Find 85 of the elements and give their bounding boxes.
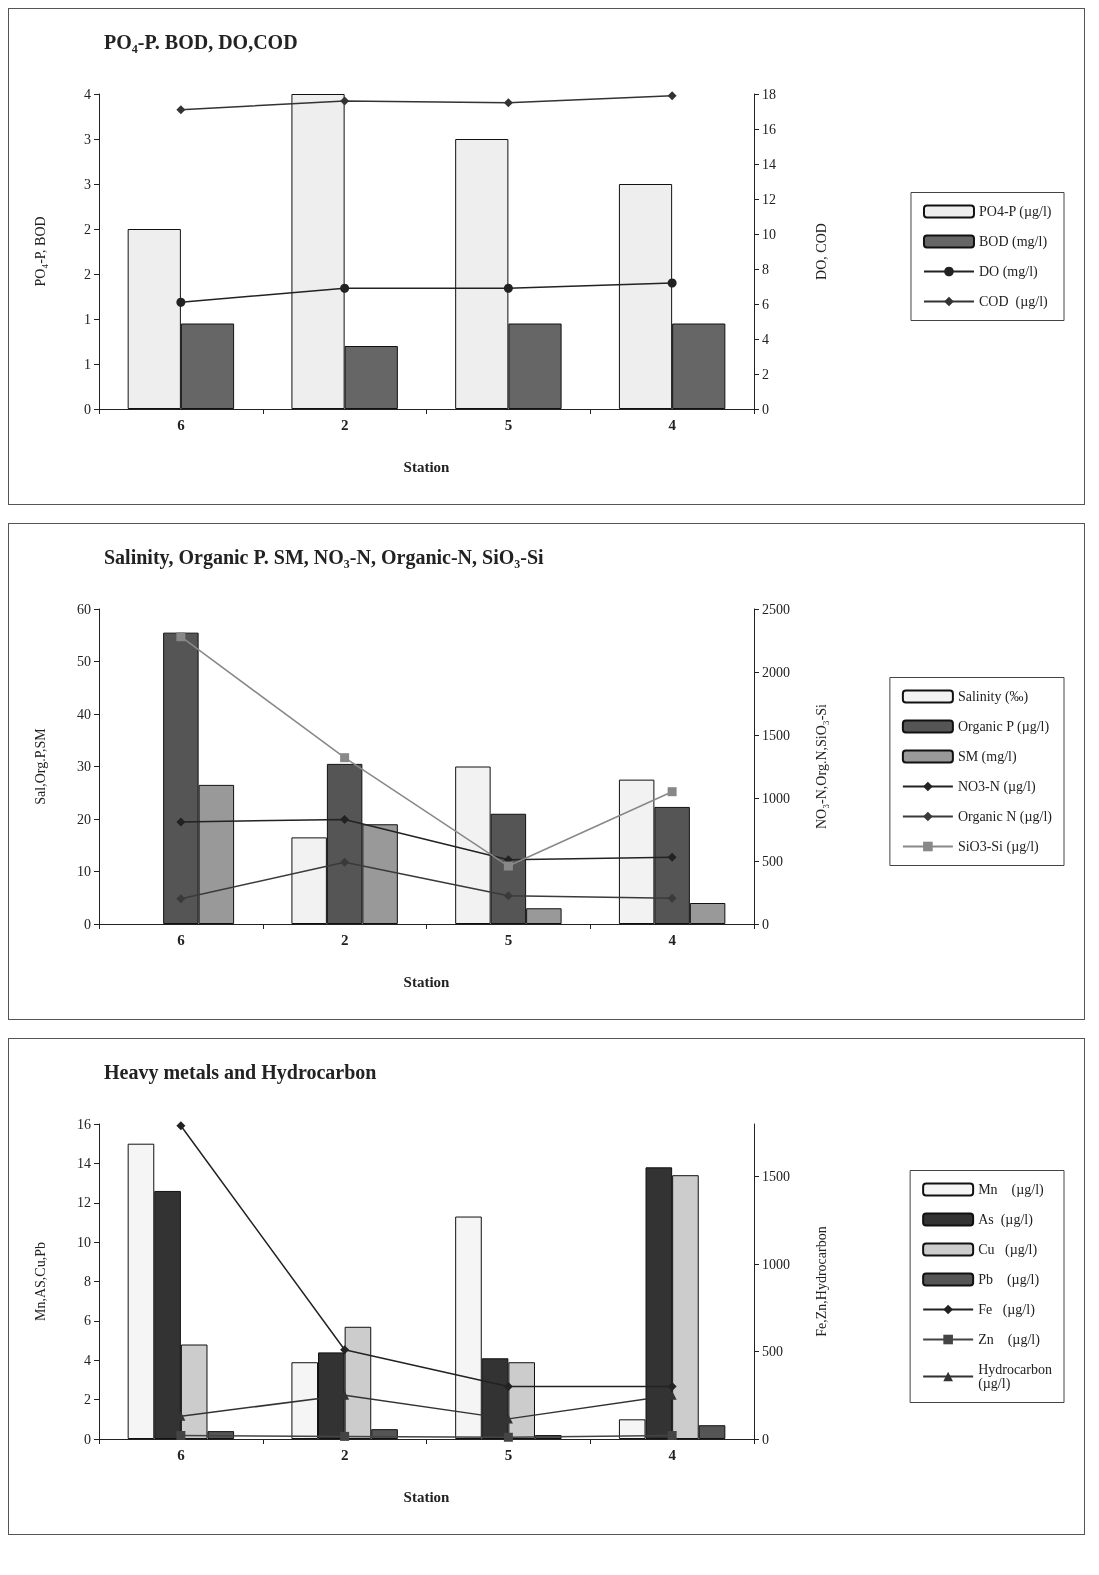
y-tick-label: 60 [77, 601, 91, 617]
chart-title: PO₄-P. BOD, DO,COD [104, 31, 298, 53]
y-tick-label: 3 [84, 176, 91, 192]
y2-tick-label: 2 [762, 366, 769, 382]
legend-label: As (µg/l) [978, 1212, 1034, 1228]
y-tick-label: 0 [84, 401, 91, 417]
y2-tick-label: 1500 [762, 1169, 790, 1184]
y2-tick-label: 12 [762, 191, 776, 207]
legend-label: Salinity (‰) [957, 689, 1029, 705]
y-axis-title: Sal,Org.P,SM [32, 727, 48, 805]
y-tick-label: 10 [77, 1234, 91, 1250]
y2-tick-label: 4 [762, 331, 769, 347]
y2-tick-label: 1000 [762, 790, 790, 806]
y2-tick-label: 10 [762, 226, 776, 242]
y2-tick-label: 1000 [762, 1256, 790, 1272]
legend-label: SiO3-Si (µg/l) [957, 839, 1040, 855]
chart-title: Salinity, Organic P. SM, NO₃-N, Organic-N, SiO₃-Si [104, 546, 545, 569]
y-tick-label: 4 [84, 86, 91, 102]
y2-tick-label: 0 [762, 401, 769, 417]
legend-label: BOD (mg/l) [978, 234, 1048, 250]
y2-tick-label: 500 [762, 853, 783, 869]
y-tick-label: 2 [84, 266, 91, 282]
y2-tick-label: 8 [762, 261, 769, 277]
y-axis-title: Mn,AS,Cu,Pb [32, 1242, 48, 1321]
x-tick-label: 5 [504, 1446, 513, 1463]
y2-tick-label: 1500 [762, 727, 790, 743]
x-tick-label: 4 [668, 1446, 677, 1463]
y-tick-label: 40 [77, 706, 91, 722]
x-axis-title: Station [403, 973, 451, 990]
y2-tick-label: 2000 [762, 664, 790, 680]
y-tick-label: 2 [84, 221, 91, 237]
y2-tick-label: 6 [762, 296, 769, 312]
legend-label: Pb (µg/l) [978, 1272, 1040, 1288]
x-axis-title: Station [403, 458, 451, 475]
legend-label: Fe (µg/l) [978, 1302, 1036, 1318]
legend-label: Mn (µg/l) [978, 1182, 1045, 1198]
y-axis-title: PO₄-P, BOD [32, 216, 48, 287]
y-tick-label: 16 [77, 1116, 91, 1132]
y2-tick-label: 18 [762, 86, 776, 102]
legend-label: PO4-P (µg/l) [978, 204, 1052, 220]
legend-label: COD (µg/l) [978, 294, 1049, 310]
x-tick-label: 4 [668, 416, 677, 433]
x-tick-label: 2 [340, 931, 349, 948]
chart-title: Heavy metals and Hydrocarbon [104, 1061, 377, 1084]
y2-tick-label: 500 [762, 1344, 783, 1359]
y-tick-label: 0 [84, 916, 91, 932]
legend-label: Organic P (µg/l) [957, 719, 1050, 735]
y2-tick-label: 14 [762, 156, 776, 172]
x-tick-label: 4 [668, 931, 677, 948]
legend-label: SM (mg/l) [957, 749, 1017, 765]
y-tick-label: 14 [77, 1155, 91, 1171]
y2-tick-label: 2500 [762, 601, 790, 617]
x-tick-label: 6 [177, 416, 186, 433]
y-tick-label: 2 [84, 1392, 91, 1408]
y-tick-label: 3 [84, 131, 91, 147]
x-tick-label: 6 [177, 931, 186, 948]
y-tick-label: 4 [84, 1352, 91, 1368]
y-tick-label: 20 [77, 811, 91, 827]
x-tick-label: 2 [340, 416, 349, 433]
x-tick-label: 5 [504, 931, 513, 948]
y-tick-label: 6 [84, 1313, 91, 1329]
y-tick-label: 50 [77, 654, 91, 669]
legend-label: DO (mg/l) [978, 264, 1039, 280]
y2-axis-title: NO₃-N,Org.N,SiO₃-Si [813, 703, 829, 830]
legend-label: Zn (µg/l) [978, 1332, 1041, 1348]
x-tick-label: 6 [177, 1446, 186, 1463]
y-tick-label: 8 [84, 1274, 91, 1289]
y-tick-label: 10 [77, 864, 91, 879]
y2-axis-title: Fe,Zn,Hydrocarbon [813, 1226, 829, 1337]
legend-label: NO3-N (µg/l) [957, 779, 1036, 795]
x-tick-label: 2 [340, 1446, 349, 1463]
y-tick-label: 1 [84, 311, 91, 327]
y-tick-label: 1 [84, 356, 91, 372]
legend-label: Hydrocarbon (µg/l) [978, 1362, 1053, 1392]
y-tick-label: 30 [77, 759, 91, 774]
y2-axis-title: DO, COD [813, 223, 829, 280]
y2-tick-label: 16 [762, 121, 776, 137]
y2-tick-label: 0 [762, 916, 769, 932]
legend-label: Cu (µg/l) [978, 1242, 1038, 1258]
x-axis-title: Station [403, 1488, 451, 1505]
legend-label: Organic N (µg/l) [957, 809, 1053, 825]
y2-tick-label: 0 [762, 1431, 769, 1447]
y-tick-label: 12 [77, 1195, 91, 1211]
y-tick-label: 0 [84, 1431, 91, 1447]
x-tick-label: 5 [504, 416, 513, 433]
